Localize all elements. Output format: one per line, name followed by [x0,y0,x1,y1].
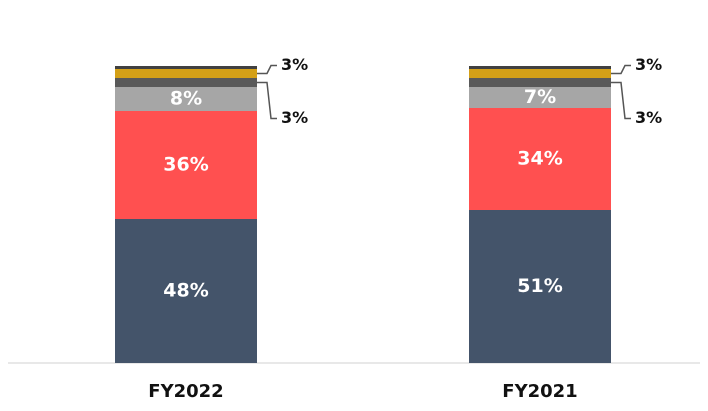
data-label: 7% [524,86,556,108]
bar-segment [469,69,611,78]
bar-segment [115,66,257,69]
data-label: 34% [517,148,562,170]
data-label: 48% [163,280,208,302]
bar-segment [115,69,257,78]
callout-label: 3% [635,108,662,127]
data-label: 36% [163,154,208,176]
data-label: 51% [517,275,562,297]
x-tick-label: FY2021 [502,381,577,402]
callout-label: 3% [281,108,308,127]
bar-segment [115,219,257,363]
bar-segment [115,111,257,219]
bar-segment [469,210,611,363]
bar-segment [115,78,257,87]
bar-segment [469,66,611,69]
data-label: 8% [170,88,202,110]
bar-segment [115,87,257,111]
x-tick-label: FY2022 [148,381,223,402]
bar-segment [469,87,611,108]
leader-line [611,64,631,75]
leader-line [257,81,277,120]
bar-segment [469,108,611,210]
callout-label: 3% [635,55,662,74]
leader-line [257,64,277,75]
callout-label: 3% [281,55,308,74]
leader-line [611,81,631,120]
bar-segment [469,78,611,87]
